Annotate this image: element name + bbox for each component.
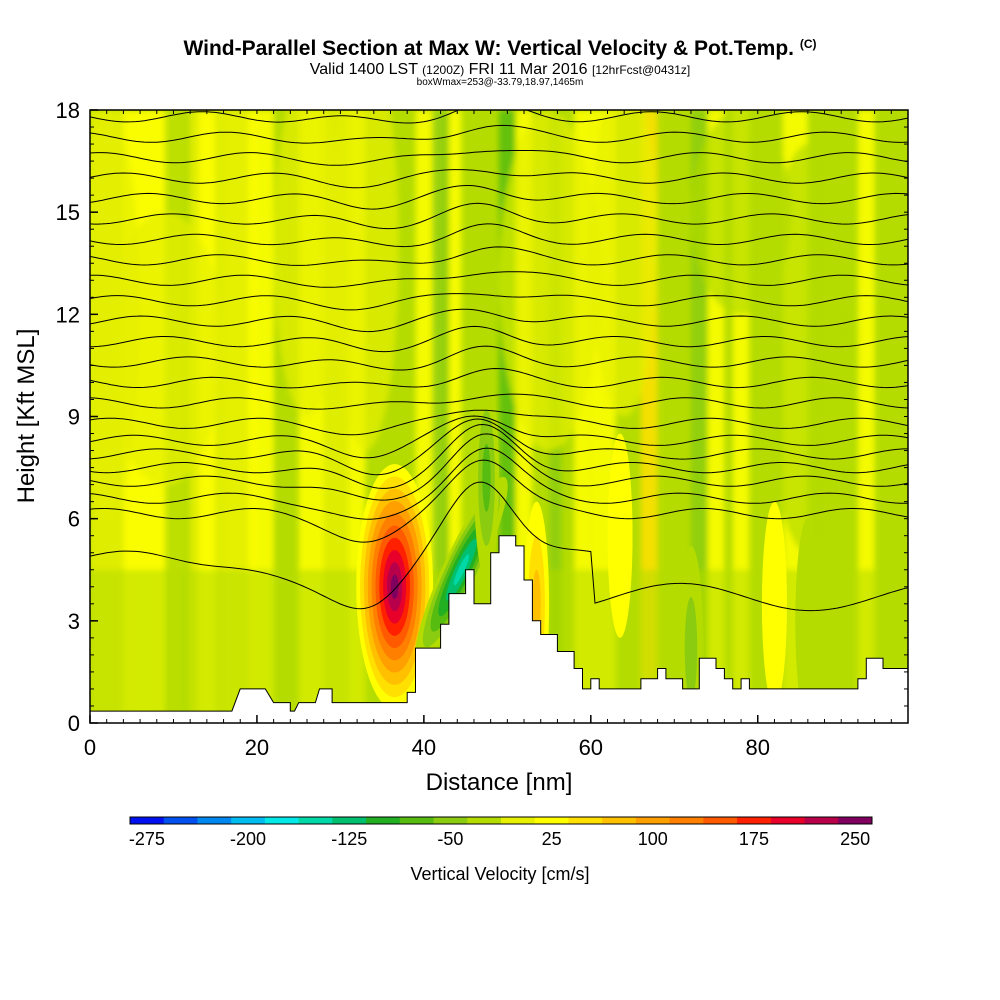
isentrope-line <box>90 308 908 333</box>
chart-title: Wind-Parallel Section at Max W: Vertical… <box>0 37 1000 61</box>
colorbar-label: 175 <box>739 829 769 849</box>
isentrope-line <box>90 150 908 166</box>
chart-title-suffix: (C) <box>799 37 817 51</box>
colorbar-swatch <box>399 817 435 824</box>
velocity-contour <box>482 443 491 512</box>
y-tick-label: 9 <box>68 405 80 430</box>
colorbar-swatch <box>770 817 806 824</box>
isentrope-line <box>90 415 908 459</box>
colorbar-label: -125 <box>331 829 367 849</box>
isentrope-line <box>90 202 908 230</box>
colorbar-swatch <box>838 817 873 824</box>
colorbar-label: -275 <box>129 829 165 849</box>
isentrope-line <box>90 409 908 436</box>
colorbar-swatch <box>703 817 738 824</box>
colorbar-swatch <box>534 817 569 824</box>
velocity-patch <box>106 212 224 485</box>
velocity-patch <box>690 110 792 315</box>
colorbar-swatch <box>163 817 198 824</box>
isentrope-line <box>90 110 908 124</box>
colorbar-swatch <box>467 817 502 824</box>
velocity-contour <box>453 554 470 586</box>
isentrope-line <box>90 271 908 288</box>
subtitle-valid: Valid 1400 LST <box>309 61 418 78</box>
colorbar-frame <box>129 816 873 825</box>
isentrope-line <box>90 418 908 476</box>
subtitle-forecast: [12hrFcst@0431z] <box>591 63 691 77</box>
x-axis-title: Distance [nm] <box>426 769 573 796</box>
isentrope-line <box>90 169 908 189</box>
colorbar-swatch <box>332 817 367 824</box>
isentrope-line <box>90 433 908 501</box>
terrain-mask <box>90 535 908 723</box>
colorbar-label: 25 <box>542 829 562 849</box>
isentrope-line <box>90 325 908 353</box>
colorbar-swatch <box>231 817 266 824</box>
velocity-contour <box>390 574 399 600</box>
y-tick-label: 12 <box>56 302 80 327</box>
isentrope-line <box>90 246 908 266</box>
velocity-patch <box>590 110 658 417</box>
y-tick-label: 6 <box>68 507 80 532</box>
isentrope-line <box>90 223 908 248</box>
isentrope-line <box>90 423 908 489</box>
subtitle-zulu: (1200Z) <box>422 63 465 77</box>
x-tick-label: 40 <box>412 735 436 760</box>
velocity-contour <box>795 518 821 723</box>
colorbar-swatch <box>366 817 401 824</box>
colorbar-swatch <box>298 817 333 824</box>
colorbar-label: -200 <box>230 829 266 849</box>
isentrope-line <box>90 345 908 371</box>
y-tick-label: 3 <box>68 609 80 634</box>
isentrope-line <box>90 393 908 410</box>
velocity-patch <box>332 110 399 451</box>
colorbar-swatch <box>433 817 468 824</box>
colorbar-swatch <box>501 817 536 824</box>
velocity-patch <box>273 110 341 417</box>
colorbar-swatch <box>197 817 232 824</box>
x-tick-label: 20 <box>245 735 269 760</box>
colorbar-swatch <box>264 817 300 824</box>
colorbar: -275 -200 -125 -50 25 100 175 250 <box>129 816 873 849</box>
velocity-contour <box>607 433 633 638</box>
isentrope-line <box>90 124 908 144</box>
velocity-patch <box>498 110 600 451</box>
colorbar-swatch <box>568 817 603 824</box>
chart-sub-subtitle: boxWmax=253@-33.79,18.97,1465m <box>416 77 584 88</box>
isentrope-line <box>90 459 908 543</box>
plot-area <box>90 110 908 723</box>
x-tick-label: 60 <box>579 735 603 760</box>
isentrope-line <box>90 293 908 311</box>
y-tick-label: 0 <box>68 711 80 736</box>
velocity-contour <box>684 596 698 700</box>
theta-isentropes <box>90 110 908 612</box>
isentrope-line <box>90 481 908 612</box>
velocity-features <box>356 375 821 723</box>
y-axis-title: Height [Kft MSL] <box>13 329 40 504</box>
x-tick-label: 80 <box>746 735 770 760</box>
colorbar-swatch <box>669 817 704 824</box>
colorbar-swatch <box>804 817 839 824</box>
isentrope-line <box>90 447 908 520</box>
y-tick-label: 18 <box>56 98 80 123</box>
axes: 0 20 40 60 80 0 3 6 9 12 15 18 <box>56 98 909 760</box>
subtitle-date: FRI 11 Mar 2016 <box>468 61 588 78</box>
colorbar-label: -50 <box>437 829 463 849</box>
colorbar-swatch <box>602 817 637 824</box>
chart-subtitle: Valid 1400 LST (1200Z) FRI 11 Mar 2016 [… <box>0 61 1000 79</box>
y-tick-label: 15 <box>56 200 80 225</box>
colorbar-swatch <box>635 817 671 824</box>
colorbar-swatch <box>737 817 772 824</box>
colorbar-swatch <box>130 817 165 824</box>
chart-title-text: Wind-Parallel Section at Max W: Vertical… <box>183 37 794 60</box>
colorbar-title: Vertical Velocity [cm/s] <box>410 864 589 884</box>
velocity-contour <box>761 501 787 706</box>
isentrope-line <box>90 367 908 389</box>
colorbar-label: 100 <box>638 829 668 849</box>
colorbar-label: 250 <box>840 829 870 849</box>
isentrope-line <box>90 185 908 210</box>
x-tick-label: 0 <box>84 735 96 760</box>
